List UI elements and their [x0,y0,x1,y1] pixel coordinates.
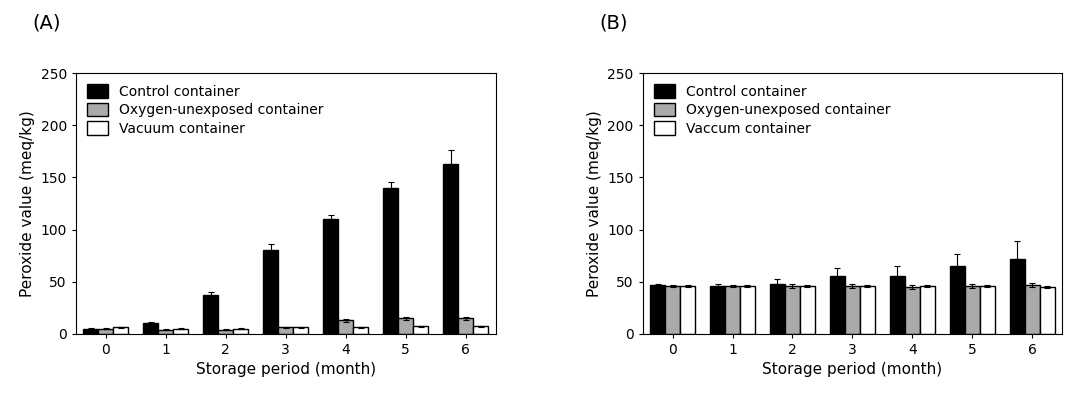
Bar [830,276,844,334]
Bar [650,285,666,334]
Bar [384,188,398,334]
Bar [413,326,428,334]
Text: (A): (A) [33,13,61,33]
Bar [398,318,413,334]
Bar [233,328,248,334]
Bar [950,266,965,334]
Bar [99,328,114,334]
Bar [338,320,353,334]
Bar [173,328,189,334]
Bar [294,328,308,334]
Bar [800,286,815,334]
Bar [710,286,725,334]
Bar [725,286,740,334]
Bar [920,286,934,334]
Bar [143,323,158,334]
Y-axis label: Peroxide value (meq/kg): Peroxide value (meq/kg) [586,110,602,297]
Bar [443,164,459,334]
Bar [353,328,369,334]
Bar [785,286,800,334]
Bar [114,328,128,334]
Y-axis label: Peroxide value (meq/kg): Peroxide value (meq/kg) [20,110,35,297]
Bar [770,284,785,334]
Bar [323,219,338,334]
Bar [905,287,920,334]
Legend: Control container, Oxygen-unexposed container, Vaccum container: Control container, Oxygen-unexposed cont… [649,80,894,140]
Bar [263,250,279,334]
Bar [666,286,680,334]
Bar [980,286,995,334]
Bar [158,330,173,334]
Bar [83,328,99,334]
Bar [965,286,980,334]
Bar [279,328,294,334]
Bar [459,318,473,334]
Text: (B): (B) [599,13,628,33]
X-axis label: Storage period (month): Storage period (month) [196,362,376,377]
X-axis label: Storage period (month): Storage period (month) [762,362,942,377]
Bar [1040,287,1055,334]
Bar [860,286,875,334]
Bar [680,286,695,334]
Bar [844,286,860,334]
Legend: Control container, Oxygen-unexposed container, Vacuum container: Control container, Oxygen-unexposed cont… [82,80,327,140]
Bar [218,330,233,334]
Bar [473,326,488,334]
Bar [1010,259,1024,334]
Bar [740,286,754,334]
Bar [1024,285,1040,334]
Bar [890,276,905,334]
Bar [204,295,218,334]
